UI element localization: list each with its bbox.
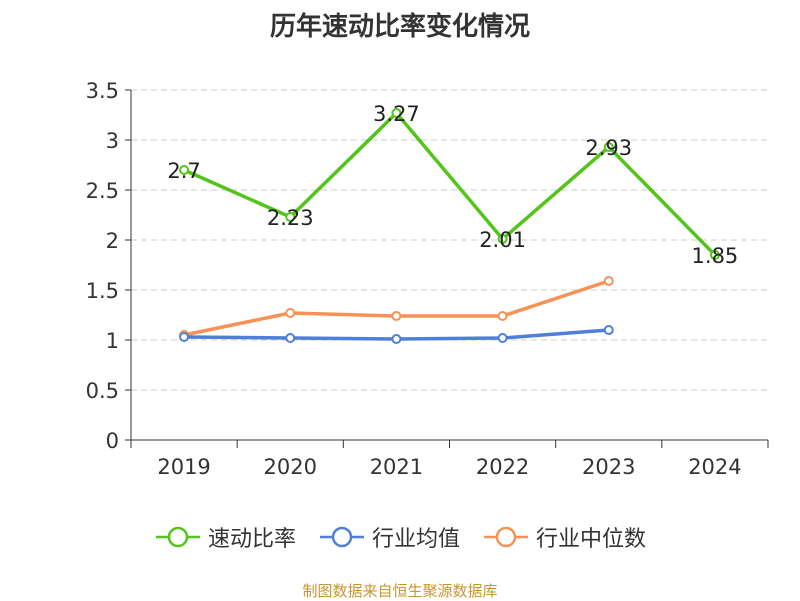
data-label: 2.93: [585, 136, 632, 160]
series-line-2: [182, 279, 611, 337]
legend: 速动比率 行业均值 行业中位数: [0, 520, 800, 554]
data-point-1: [391, 334, 402, 344]
data-point-2: [603, 276, 614, 286]
y-tick-label: 1.5: [86, 279, 119, 303]
source-note: 制图数据来自恒生聚源数据库: [302, 582, 498, 600]
x-tick-label: 2020: [264, 455, 317, 479]
y-tick-label: 1: [106, 329, 119, 353]
data-point-0: [285, 212, 296, 222]
data-labels: 2.7 2.23 3.27 2.01 2.93 1.85: [167, 102, 738, 268]
data-point-1: [179, 332, 190, 342]
x-tick-label: 2024: [688, 455, 741, 479]
x-tick-label: 2022: [476, 455, 529, 479]
data-label: 2.01: [479, 228, 526, 252]
legend-swatch-industry-mean: [319, 526, 364, 548]
data-point-0: [497, 234, 508, 244]
data-label: 2.7: [167, 159, 200, 183]
legend-label-industry-median: 行业中位数: [536, 527, 647, 552]
data-point-0: [603, 142, 614, 152]
series: [179, 108, 720, 344]
y-tick-label: 2: [106, 229, 119, 253]
legend-label-quick-ratio: 速动比率: [207, 527, 296, 552]
x-tick-label: 2021: [370, 455, 423, 479]
legend-item-industry-mean[interactable]: 行业均值: [318, 521, 460, 553]
data-point-0: [179, 165, 190, 175]
data-label: 1.85: [692, 244, 739, 268]
axes: 0 0.5 1 1.5 2 2.5 3 3.5 2019 2020 2021 2022 2023 2024: [86, 79, 769, 479]
chart-title: 历年速动比率变化情况: [269, 12, 530, 42]
data-label: 2.23: [267, 206, 314, 230]
legend-swatch-quick-ratio: [155, 526, 200, 548]
x-tick-label: 2019: [157, 455, 210, 479]
legend-item-industry-median[interactable]: 行业中位数: [482, 521, 646, 553]
y-tick-label: 3: [106, 129, 119, 153]
data-point-0: [391, 108, 402, 118]
legend-swatch-industry-median: [484, 526, 528, 548]
y-tick-label: 3.5: [86, 79, 119, 103]
legend-label-industry-mean: 行业均值: [371, 527, 460, 552]
data-point-2: [497, 311, 508, 321]
data-point-1: [603, 325, 614, 335]
data-point-2: [391, 311, 402, 321]
x-tick-label: 2023: [582, 455, 635, 479]
data-point-1: [497, 333, 508, 343]
gridlines: [131, 89, 768, 391]
data-point-2: [285, 308, 296, 318]
data-label: 3.27: [373, 102, 420, 126]
series-line-0: [182, 111, 717, 257]
y-tick-label: 0.5: [86, 379, 119, 403]
data-point-1: [285, 333, 296, 343]
y-tick-label: 2.5: [86, 179, 119, 203]
y-tick-label: 0: [106, 429, 119, 453]
data-point-0: [709, 250, 720, 260]
legend-item-quick-ratio[interactable]: 速动比率: [154, 521, 296, 553]
